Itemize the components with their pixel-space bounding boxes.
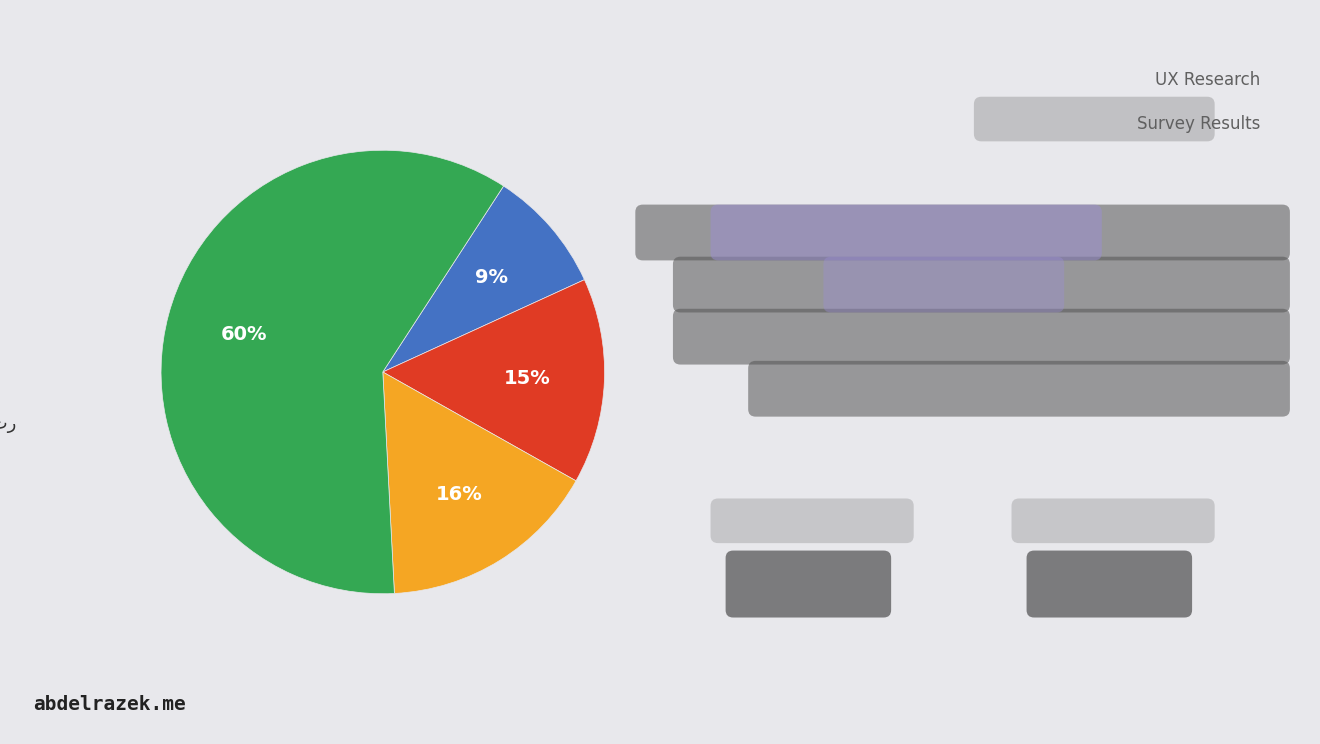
- FancyBboxPatch shape: [635, 205, 1290, 260]
- Wedge shape: [383, 372, 576, 594]
- Text: Survey Results: Survey Results: [1138, 115, 1261, 133]
- FancyBboxPatch shape: [726, 551, 891, 618]
- FancyBboxPatch shape: [1011, 498, 1214, 543]
- FancyBboxPatch shape: [710, 498, 913, 543]
- FancyBboxPatch shape: [710, 205, 1102, 260]
- FancyBboxPatch shape: [673, 257, 1290, 312]
- FancyBboxPatch shape: [748, 361, 1290, 417]
- Text: UX Research: UX Research: [1155, 71, 1261, 89]
- FancyBboxPatch shape: [673, 309, 1290, 365]
- Wedge shape: [383, 186, 585, 372]
- Text: abdelrazek.me: abdelrazek.me: [33, 695, 186, 714]
- Text: 16%: 16%: [436, 485, 482, 504]
- Wedge shape: [383, 280, 605, 481]
- Text: 60%: 60%: [220, 325, 267, 344]
- FancyBboxPatch shape: [824, 257, 1064, 312]
- FancyBboxPatch shape: [1027, 551, 1192, 618]
- Wedge shape: [161, 150, 503, 594]
- FancyBboxPatch shape: [974, 97, 1214, 141]
- Text: 9%: 9%: [475, 269, 508, 287]
- Text: 15%: 15%: [503, 368, 550, 388]
- Legend: 0, 1, 2, 3 فأكثر: 0, 1, 2, 3 فأكثر: [0, 304, 24, 440]
